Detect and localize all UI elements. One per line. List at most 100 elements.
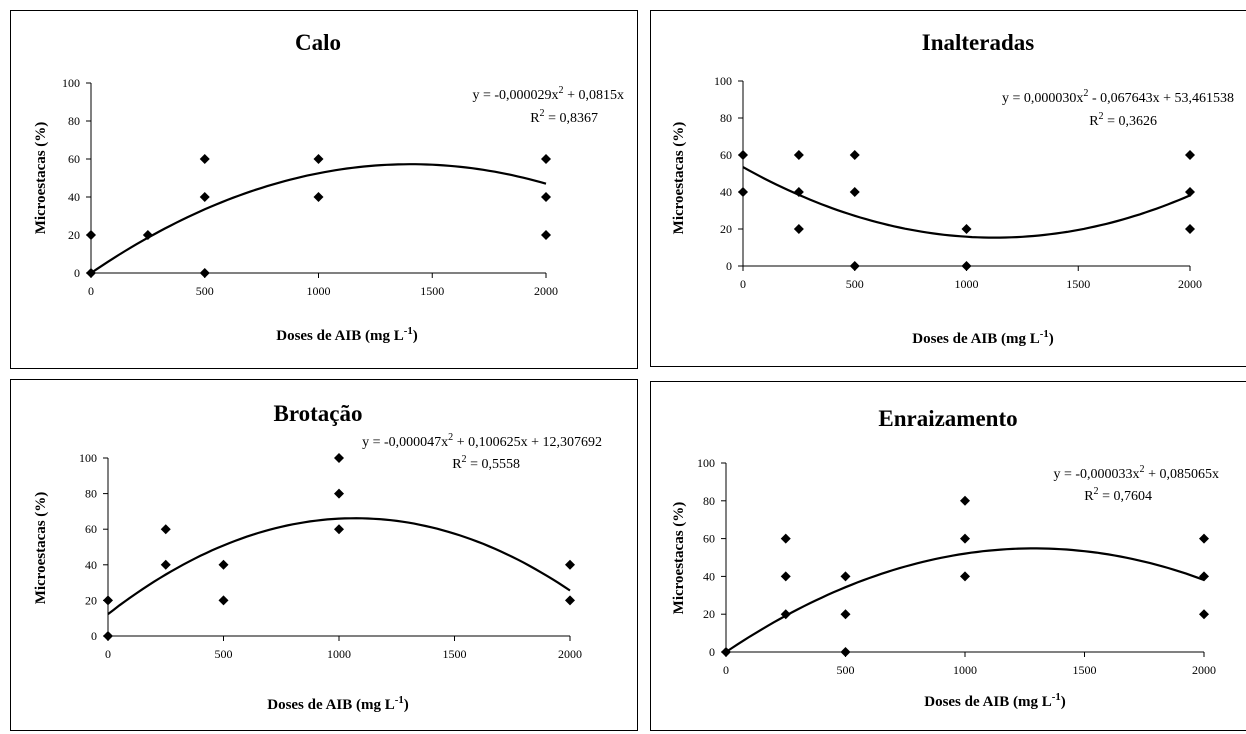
data-point [780, 609, 791, 620]
x-tick-label: 1000 [955, 277, 979, 291]
data-point [961, 261, 972, 271]
x-axis-label: Doses de AIB (mg L-1) [924, 691, 1066, 710]
x-tick-label: 2000 [558, 647, 582, 661]
chart-title: Enraizamento [878, 406, 1017, 431]
data-point [313, 154, 324, 164]
x-tick-label: 1000 [307, 284, 331, 298]
chart-title: Inalteradas [922, 30, 1035, 55]
y-axis-label: Microestacas (%) [671, 122, 687, 235]
data-point [334, 453, 344, 463]
data-point [160, 524, 171, 535]
x-tick-label: 500 [846, 277, 864, 291]
x-axis-label: Doses de AIB (mg L-1) [912, 328, 1054, 347]
data-point [86, 268, 96, 278]
x-tick-label: 1000 [953, 663, 977, 677]
regression-equation: y = -0,000047x2 + 0,100625x + 12,307692 [362, 432, 602, 450]
y-tick-label: 60 [720, 148, 732, 162]
trend-curve [742, 166, 1191, 239]
trend-curve [107, 517, 571, 615]
data-point [565, 559, 575, 570]
data-point [849, 261, 860, 271]
x-tick-label: 0 [105, 647, 111, 661]
y-tick-label: 40 [85, 558, 97, 572]
data-point [840, 647, 851, 657]
data-point [1185, 187, 1195, 197]
data-point [1185, 224, 1195, 234]
data-point [849, 150, 860, 160]
regression-equation: y = -0,000029x2 + 0,0815x [472, 85, 624, 103]
data-point [849, 187, 860, 197]
x-tick-label: 0 [723, 663, 729, 677]
y-tick-label: 0 [709, 645, 715, 659]
x-tick-label: 0 [88, 284, 94, 298]
y-tick-label: 0 [74, 266, 80, 280]
y-tick-label: 80 [703, 494, 715, 508]
data-point [840, 571, 851, 582]
x-tick-label: 500 [196, 284, 214, 298]
data-point [541, 154, 551, 164]
y-tick-label: 40 [703, 569, 715, 583]
r-squared-label: R2 = 0,5558 [452, 454, 520, 472]
trend-curve [725, 547, 1205, 653]
data-point [738, 150, 748, 160]
y-tick-label: 20 [68, 228, 80, 242]
x-tick-label: 0 [740, 277, 746, 291]
data-point [103, 631, 113, 641]
data-point [780, 571, 791, 582]
regression-equation: y = -0,000033x2 + 0,085065x [1053, 464, 1219, 482]
data-point [541, 192, 551, 202]
x-tick-label: 1500 [443, 647, 467, 661]
data-point [1185, 150, 1195, 160]
x-tick-label: 2000 [1192, 663, 1216, 677]
panel-frame [650, 10, 1246, 367]
y-tick-label: 60 [68, 152, 80, 166]
y-tick-label: 80 [720, 111, 732, 125]
x-tick-label: 1500 [1066, 277, 1090, 291]
x-tick-label: 2000 [1178, 277, 1202, 291]
data-point [840, 609, 851, 620]
data-point [793, 187, 804, 197]
data-point [142, 230, 153, 240]
chart-title: Calo [295, 30, 341, 55]
x-tick-label: 1500 [420, 284, 444, 298]
data-point [199, 268, 210, 278]
r-squared-label: R2 = 0,7604 [1084, 486, 1152, 504]
data-point [334, 524, 344, 535]
x-axis-label: Doses de AIB (mg L-1) [276, 325, 418, 344]
data-point [86, 230, 96, 240]
y-tick-label: 40 [68, 190, 80, 204]
data-point [1199, 571, 1209, 582]
x-tick-label: 1500 [1073, 663, 1097, 677]
data-point [961, 224, 972, 234]
data-point [721, 647, 731, 657]
y-tick-label: 100 [697, 456, 715, 470]
y-axis-label: Microestacas (%) [33, 122, 49, 235]
data-point [199, 192, 210, 202]
data-point [793, 224, 804, 234]
data-point [103, 595, 113, 606]
panel-frame [10, 10, 638, 369]
trend-curve [90, 163, 547, 274]
data-point [793, 150, 804, 160]
regression-equation: y = 0,000030x2 - 0,067643x + 53,461538 [1002, 88, 1234, 106]
data-point [334, 488, 344, 499]
y-tick-label: 20 [85, 593, 97, 607]
y-tick-label: 80 [85, 487, 97, 501]
data-point [960, 495, 970, 506]
y-tick-label: 100 [62, 76, 80, 90]
x-axis-label: Doses de AIB (mg L-1) [267, 694, 409, 713]
y-axis-label: Microestacas (%) [671, 502, 687, 615]
data-point [565, 595, 575, 606]
y-tick-label: 20 [720, 222, 732, 236]
r-squared-label: R2 = 0,3626 [1089, 111, 1157, 129]
x-tick-label: 500 [215, 647, 233, 661]
chart-title: Brotação [273, 401, 362, 426]
x-tick-label: 500 [837, 663, 855, 677]
y-tick-label: 60 [703, 532, 715, 546]
data-point [780, 533, 791, 544]
y-tick-label: 0 [91, 629, 97, 643]
y-tick-label: 0 [726, 259, 732, 273]
